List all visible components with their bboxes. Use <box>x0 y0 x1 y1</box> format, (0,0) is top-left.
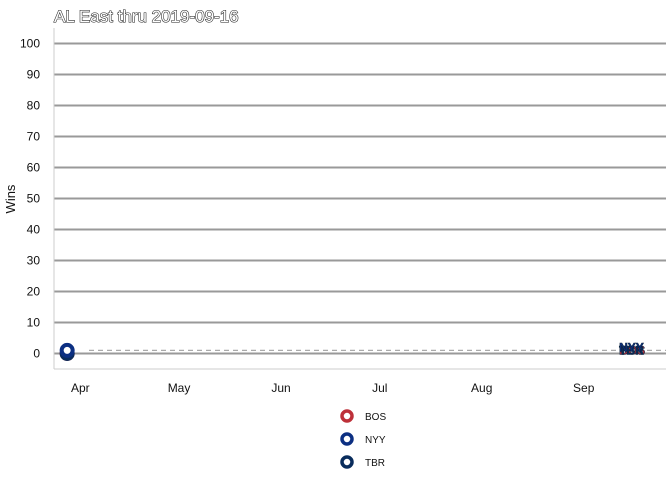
x-tick-label: Aug <box>471 381 492 395</box>
chart-title: AL East thru 2019-09-16 <box>54 7 239 26</box>
y-axis-title: Wins <box>3 184 18 213</box>
y-tick-labels: 0 10 20 30 40 50 60 70 80 90 100 <box>20 37 40 361</box>
y-tick-label: 80 <box>27 99 41 113</box>
legend-marker-nyy <box>340 432 354 446</box>
x-tick-label: Jul <box>372 381 387 395</box>
end-label-tbr: TBR <box>619 343 644 357</box>
x-tick-label: Jun <box>271 381 290 395</box>
y-tick-label: 10 <box>27 316 41 330</box>
x-tick-labels: Apr May Jun Jul Aug Sep <box>71 381 595 395</box>
y-tick-label: 30 <box>27 254 41 268</box>
legend-marker-tbr <box>340 455 354 469</box>
y-tick-label: 20 <box>27 285 41 299</box>
y-tick-label: 40 <box>27 223 41 237</box>
y-tick-label: 90 <box>27 68 41 82</box>
y-tick-label: 0 <box>33 347 40 361</box>
x-tick-label: May <box>168 381 191 395</box>
x-tick-label: Sep <box>573 381 595 395</box>
y-tick-label: 100 <box>20 37 40 51</box>
legend-marker-bos <box>340 409 354 423</box>
y-tick-label: 50 <box>27 192 41 206</box>
legend-label-bos: BOS <box>365 412 386 423</box>
legend-label-tbr: TBR <box>365 458 385 469</box>
legend: BOS NYY TBR <box>340 409 386 469</box>
end-label-nyy: NYY <box>619 340 644 354</box>
start-point-nyy <box>59 342 75 358</box>
y-tick-label: 60 <box>27 161 41 175</box>
legend-label-nyy: NYY <box>365 435 386 446</box>
end-label-bos: BOS <box>619 343 645 357</box>
x-tick-label: Apr <box>71 381 90 395</box>
grid-lines <box>54 42 666 355</box>
y-tick-label: 70 <box>27 130 41 144</box>
